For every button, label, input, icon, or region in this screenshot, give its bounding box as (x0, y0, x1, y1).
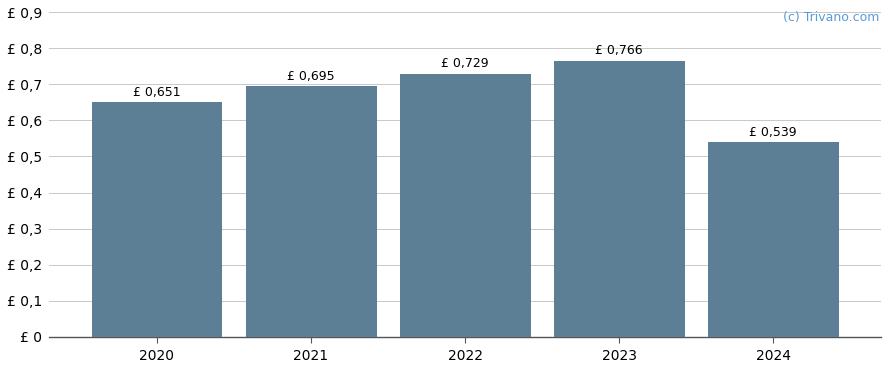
Text: £ 0,766: £ 0,766 (595, 44, 643, 57)
Bar (246, 86, 377, 337)
Text: £ 0,729: £ 0,729 (441, 57, 489, 70)
Bar (400, 74, 530, 337)
Bar (554, 61, 685, 337)
Text: £ 0,695: £ 0,695 (287, 70, 335, 83)
Text: £ 0,651: £ 0,651 (133, 85, 181, 98)
Bar (708, 142, 838, 337)
Text: £ 0,539: £ 0,539 (749, 126, 797, 139)
Bar (91, 102, 223, 337)
Text: (c) Trivano.com: (c) Trivano.com (782, 11, 879, 24)
